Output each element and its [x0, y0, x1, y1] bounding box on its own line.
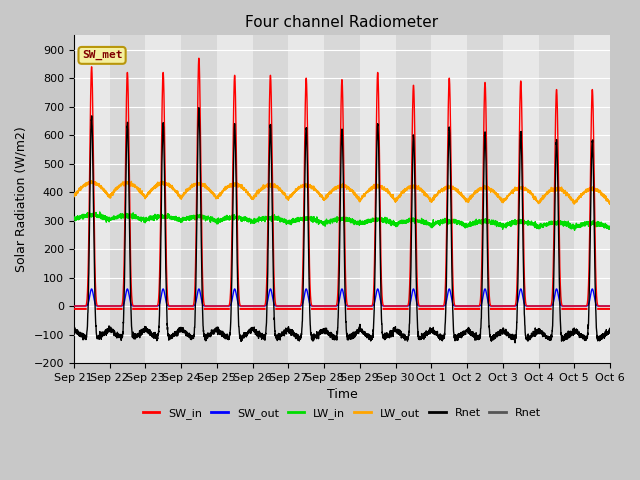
Bar [396, 36, 431, 363]
Bar [539, 36, 574, 363]
Bar [109, 36, 145, 363]
Bar [360, 36, 396, 363]
Bar [217, 36, 253, 363]
Bar [253, 36, 288, 363]
Bar [431, 36, 467, 363]
Bar [467, 36, 503, 363]
Bar [181, 36, 217, 363]
Bar [324, 36, 360, 363]
Bar [574, 36, 610, 363]
Y-axis label: Solar Radiation (W/m2): Solar Radiation (W/m2) [15, 126, 28, 272]
Title: Four channel Radiometer: Four channel Radiometer [245, 15, 438, 30]
Bar [74, 36, 109, 363]
Legend: SW_in, SW_out, LW_in, LW_out, Rnet, Rnet: SW_in, SW_out, LW_in, LW_out, Rnet, Rnet [138, 403, 545, 423]
Bar [145, 36, 181, 363]
Text: SW_met: SW_met [82, 50, 122, 60]
Bar [503, 36, 539, 363]
Bar [288, 36, 324, 363]
X-axis label: Time: Time [326, 388, 357, 401]
